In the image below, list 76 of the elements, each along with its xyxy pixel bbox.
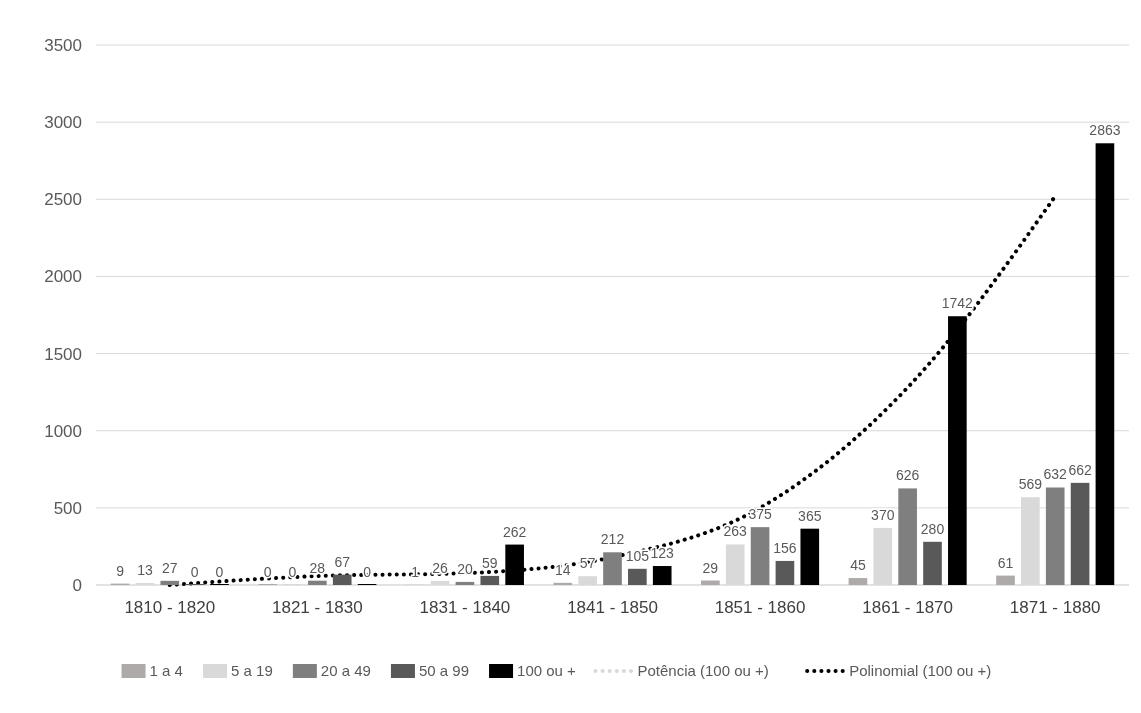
- data-label: 212: [600, 531, 625, 548]
- legend-label: 1 a 4: [149, 662, 183, 680]
- data-label: 14: [555, 561, 571, 578]
- data-label: 45: [850, 557, 866, 574]
- legend-label: 50 a 99: [418, 662, 469, 680]
- legend-label: 100 ou +: [517, 662, 577, 680]
- data-label: 27: [162, 559, 178, 576]
- data-label: 375: [748, 506, 772, 523]
- y-tick-label: 0: [72, 575, 82, 595]
- legend-label: Potência (100 ou +): [637, 662, 769, 680]
- data-label: 0: [190, 564, 199, 580]
- data-label: 662: [1068, 461, 1092, 478]
- y-tick-label: 2000: [44, 267, 82, 287]
- data-label: 632: [1043, 466, 1068, 483]
- data-label: 59: [481, 554, 498, 571]
- bar: [848, 578, 868, 585]
- data-label: 26: [432, 559, 449, 576]
- x-tick-label: 1810 - 1820: [124, 598, 216, 617]
- data-label: 2863: [1089, 122, 1121, 139]
- bar: [332, 574, 352, 585]
- x-tick-label: 1871 - 1880: [1009, 598, 1101, 617]
- data-label: 105: [625, 547, 650, 564]
- x-tick-label: 1841 - 1850: [567, 598, 658, 617]
- data-label: 29: [702, 559, 719, 576]
- data-label: 365: [798, 507, 822, 524]
- x-tick-label: 1851 - 1860: [714, 598, 806, 617]
- legend-label: Polinomial (100 ou +): [849, 662, 992, 680]
- data-label: 13: [137, 561, 153, 578]
- data-label: 263: [723, 523, 748, 540]
- bar: [923, 541, 942, 585]
- y-tick-label: 2500: [44, 190, 82, 210]
- data-label: 123: [650, 545, 675, 562]
- bar: [553, 582, 573, 585]
- bar: [775, 560, 795, 585]
- x-tick-label: 1821 - 1830: [271, 598, 363, 617]
- data-label: 0: [263, 564, 272, 580]
- data-label: 0: [215, 564, 224, 580]
- data-label: 262: [502, 523, 527, 540]
- bar: [628, 568, 647, 585]
- bar: [898, 488, 917, 585]
- y-tick-label: 3000: [44, 113, 82, 133]
- y-tick-label: 500: [53, 498, 82, 518]
- y-tick-label: 1000: [44, 421, 82, 441]
- bar: [701, 580, 720, 585]
- y-tick-label: 1500: [44, 344, 82, 364]
- legend-label: 20 a 49: [320, 662, 371, 680]
- x-tick-label: 1831 - 1840: [419, 598, 511, 617]
- legend-label: 5 a 19: [231, 662, 273, 680]
- bar: [1070, 482, 1090, 585]
- bar: [308, 580, 327, 585]
- bar: [996, 575, 1015, 585]
- data-label: 156: [773, 539, 797, 556]
- data-label: 20: [457, 560, 473, 577]
- data-label: 569: [1018, 476, 1043, 493]
- data-label: 1: [411, 563, 420, 580]
- bar: [750, 527, 770, 585]
- data-label: 626: [895, 467, 920, 484]
- bar: [455, 581, 475, 585]
- data-label: 61: [997, 554, 1014, 571]
- data-label: 28: [309, 559, 326, 576]
- bar: [1095, 143, 1115, 585]
- data-label: 1742: [941, 295, 974, 312]
- data-label: 0: [363, 564, 372, 580]
- bar: [652, 566, 672, 585]
- bar: [603, 552, 622, 585]
- bar: [800, 528, 820, 585]
- bar: [1045, 487, 1065, 585]
- data-label: 67: [334, 553, 351, 570]
- x-tick-label: 1861 - 1870: [862, 598, 954, 617]
- y-tick-label: 3500: [44, 35, 82, 55]
- data-label: 9: [116, 562, 125, 579]
- bar: [480, 575, 500, 585]
- data-label: 0: [288, 564, 297, 580]
- data-label: 280: [920, 520, 945, 537]
- data-label: 370: [871, 506, 895, 523]
- bar: [160, 580, 180, 585]
